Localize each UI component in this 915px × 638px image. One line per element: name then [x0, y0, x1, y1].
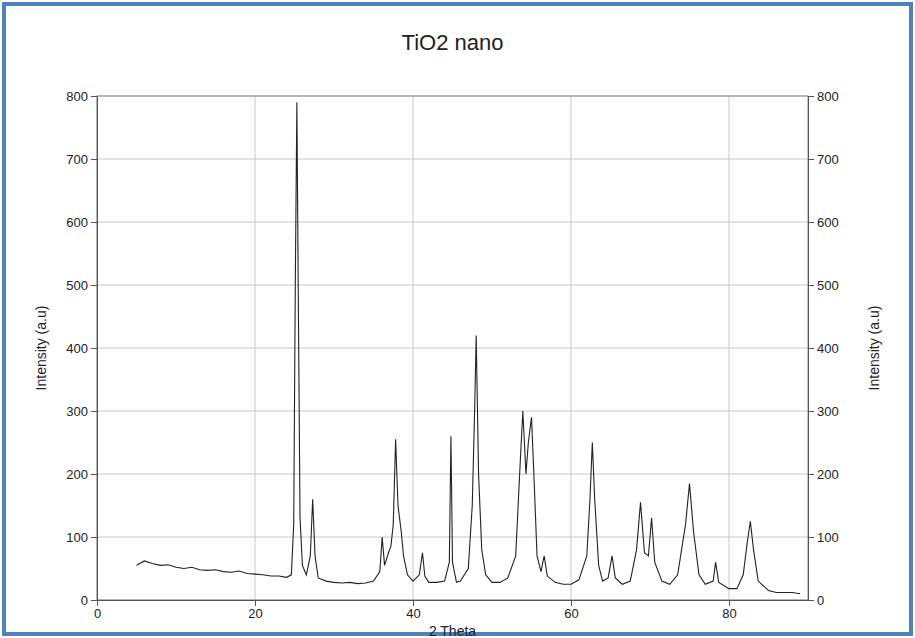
- tick-label: 600: [817, 215, 839, 230]
- tick-label: 100: [66, 530, 88, 545]
- tick: 0: [81, 593, 97, 608]
- tick: 0: [808, 593, 824, 608]
- tick: 600: [808, 215, 839, 230]
- tick-mark: [571, 600, 572, 606]
- grid-line-y: [97, 474, 808, 475]
- tick-mark: [97, 600, 98, 606]
- tick-mark: [91, 411, 97, 412]
- tick-mark: [91, 474, 97, 475]
- axis-line: [98, 600, 809, 601]
- tick: 600: [66, 215, 97, 230]
- title: TiO2 nano: [402, 30, 504, 55]
- tick-mark: [91, 537, 97, 538]
- tick-mark: [91, 285, 97, 286]
- tick-label: 800: [817, 89, 839, 104]
- tick: 500: [66, 278, 97, 293]
- y-axis: 0 100 200 300 400 500 600 700 800: [66, 89, 97, 608]
- tick-mark: [413, 600, 414, 606]
- tick-label: 300: [66, 404, 88, 419]
- tick: 80: [722, 600, 736, 621]
- tick: 700: [808, 152, 839, 167]
- tick: 700: [66, 152, 97, 167]
- tick-label: 200: [66, 467, 88, 482]
- tick-mark: [808, 537, 814, 538]
- tick-mark: [808, 411, 814, 412]
- tick: 100: [66, 530, 97, 545]
- tick: 300: [66, 404, 97, 419]
- tick-label: 600: [66, 215, 88, 230]
- tick: 400: [808, 341, 839, 356]
- grid: [97, 96, 808, 600]
- tick: 300: [808, 404, 839, 419]
- tick-mark: [91, 96, 97, 97]
- tick-mark: [808, 222, 814, 223]
- tick-label: 400: [66, 341, 88, 356]
- x-axis-title: 2 Theta: [429, 623, 476, 638]
- tick-label: 60: [564, 606, 578, 621]
- tick-label: 700: [817, 152, 839, 167]
- tick-mark: [808, 285, 814, 286]
- tick-label: 40: [406, 606, 420, 621]
- tick: 800: [808, 89, 839, 104]
- tick-label: 300: [817, 404, 839, 419]
- tick: 100: [808, 530, 839, 545]
- tick-mark: [808, 159, 814, 160]
- grid-line-y: [97, 285, 808, 286]
- tick: 500: [808, 278, 839, 293]
- y2-axis: 0 100 200 300 400 500 600 700 800: [808, 89, 839, 608]
- tick-label: 0: [81, 593, 88, 608]
- tick-mark: [808, 600, 814, 601]
- tick-label: 0: [817, 593, 824, 608]
- tick: 800: [66, 89, 97, 104]
- tick: 200: [66, 467, 97, 482]
- tick-label: 700: [66, 152, 88, 167]
- plot-frame: [97, 96, 808, 600]
- tick-label: 80: [722, 606, 736, 621]
- tick: 20: [248, 600, 262, 621]
- y2-axis-title: Intensity (a.u): [866, 306, 882, 391]
- tick-label: 500: [66, 278, 88, 293]
- grid-line-y: [97, 411, 808, 412]
- tick: 40: [406, 600, 420, 621]
- tick: 200: [808, 467, 839, 482]
- grid-line-y: [97, 159, 808, 160]
- tick-mark: [91, 600, 97, 601]
- figure-border: [4, 4, 911, 634]
- x-axis: 0 20 40 60 80: [94, 600, 809, 621]
- tick-mark: [91, 222, 97, 223]
- tick-label: 0: [94, 606, 101, 621]
- tick-label: 500: [817, 278, 839, 293]
- tick-mark: [808, 348, 814, 349]
- tick-mark: [729, 600, 730, 606]
- tick-mark: [91, 348, 97, 349]
- tick-label: 20: [248, 606, 262, 621]
- tick-label: 200: [817, 467, 839, 482]
- tick-mark: [808, 96, 814, 97]
- tick-label: 800: [66, 89, 88, 104]
- plot-area: [137, 102, 801, 593]
- chart: 0204060800100200300400500600700800010020…: [0, 0, 915, 638]
- grid-line-y: [97, 348, 808, 349]
- tick-mark: [91, 159, 97, 160]
- tick: 400: [66, 341, 97, 356]
- axis-line: [97, 97, 98, 601]
- grid-line-y: [97, 222, 808, 223]
- tick: 0: [94, 600, 101, 621]
- tick-label: 400: [817, 341, 839, 356]
- y-axis-title: Intensity (a.u): [33, 306, 49, 391]
- tick-mark: [255, 600, 256, 606]
- tick-mark: [808, 474, 814, 475]
- data-line: [137, 102, 801, 593]
- tick: 60: [564, 600, 578, 621]
- tick-label: 100: [817, 530, 839, 545]
